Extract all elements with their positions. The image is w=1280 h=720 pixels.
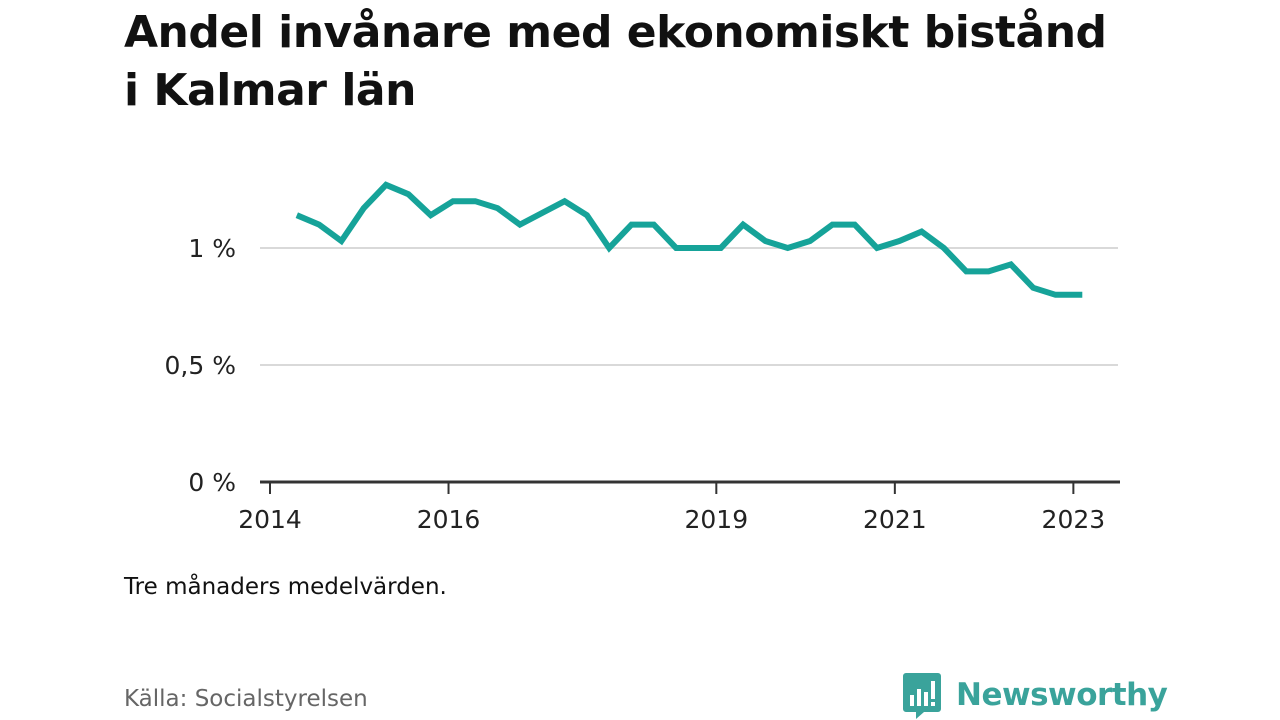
line-chart: 0 % 0,5 % 1 % 2014 2016 2019 2021 2023 (165, 181, 1120, 534)
x-axis-tick-labels: 2014 2016 2019 2021 2023 (238, 505, 1105, 534)
y-tick-label: 0,5 % (165, 351, 236, 380)
x-tick-label: 2023 (1042, 505, 1106, 534)
series-layer (295, 181, 1083, 298)
x-tick-label: 2014 (238, 505, 302, 534)
x-tick-label: 2021 (863, 505, 927, 534)
x-tick-label: 2019 (685, 505, 749, 534)
gridlines (260, 247, 1118, 366)
chart-note: Tre månaders medelvärden. (124, 574, 447, 600)
x-axis (260, 480, 1120, 494)
bar-chart-speech-bubble-icon (903, 673, 941, 719)
brand-name: Newsworthy (956, 677, 1168, 713)
newsworthy-logo[interactable]: Newsworthy (902, 670, 1168, 720)
source-label: Källa: Socialstyrelsen (124, 686, 368, 712)
y-axis-tick-labels: 0 % 0,5 % 1 % (165, 234, 236, 497)
x-tick-label: 2016 (417, 505, 481, 534)
series-line (295, 181, 1083, 298)
y-tick-label: 1 % (188, 234, 236, 263)
y-tick-label: 0 % (188, 468, 236, 497)
chart-title: Andel invånare med ekonomiskt bistånd i … (124, 7, 1107, 116)
